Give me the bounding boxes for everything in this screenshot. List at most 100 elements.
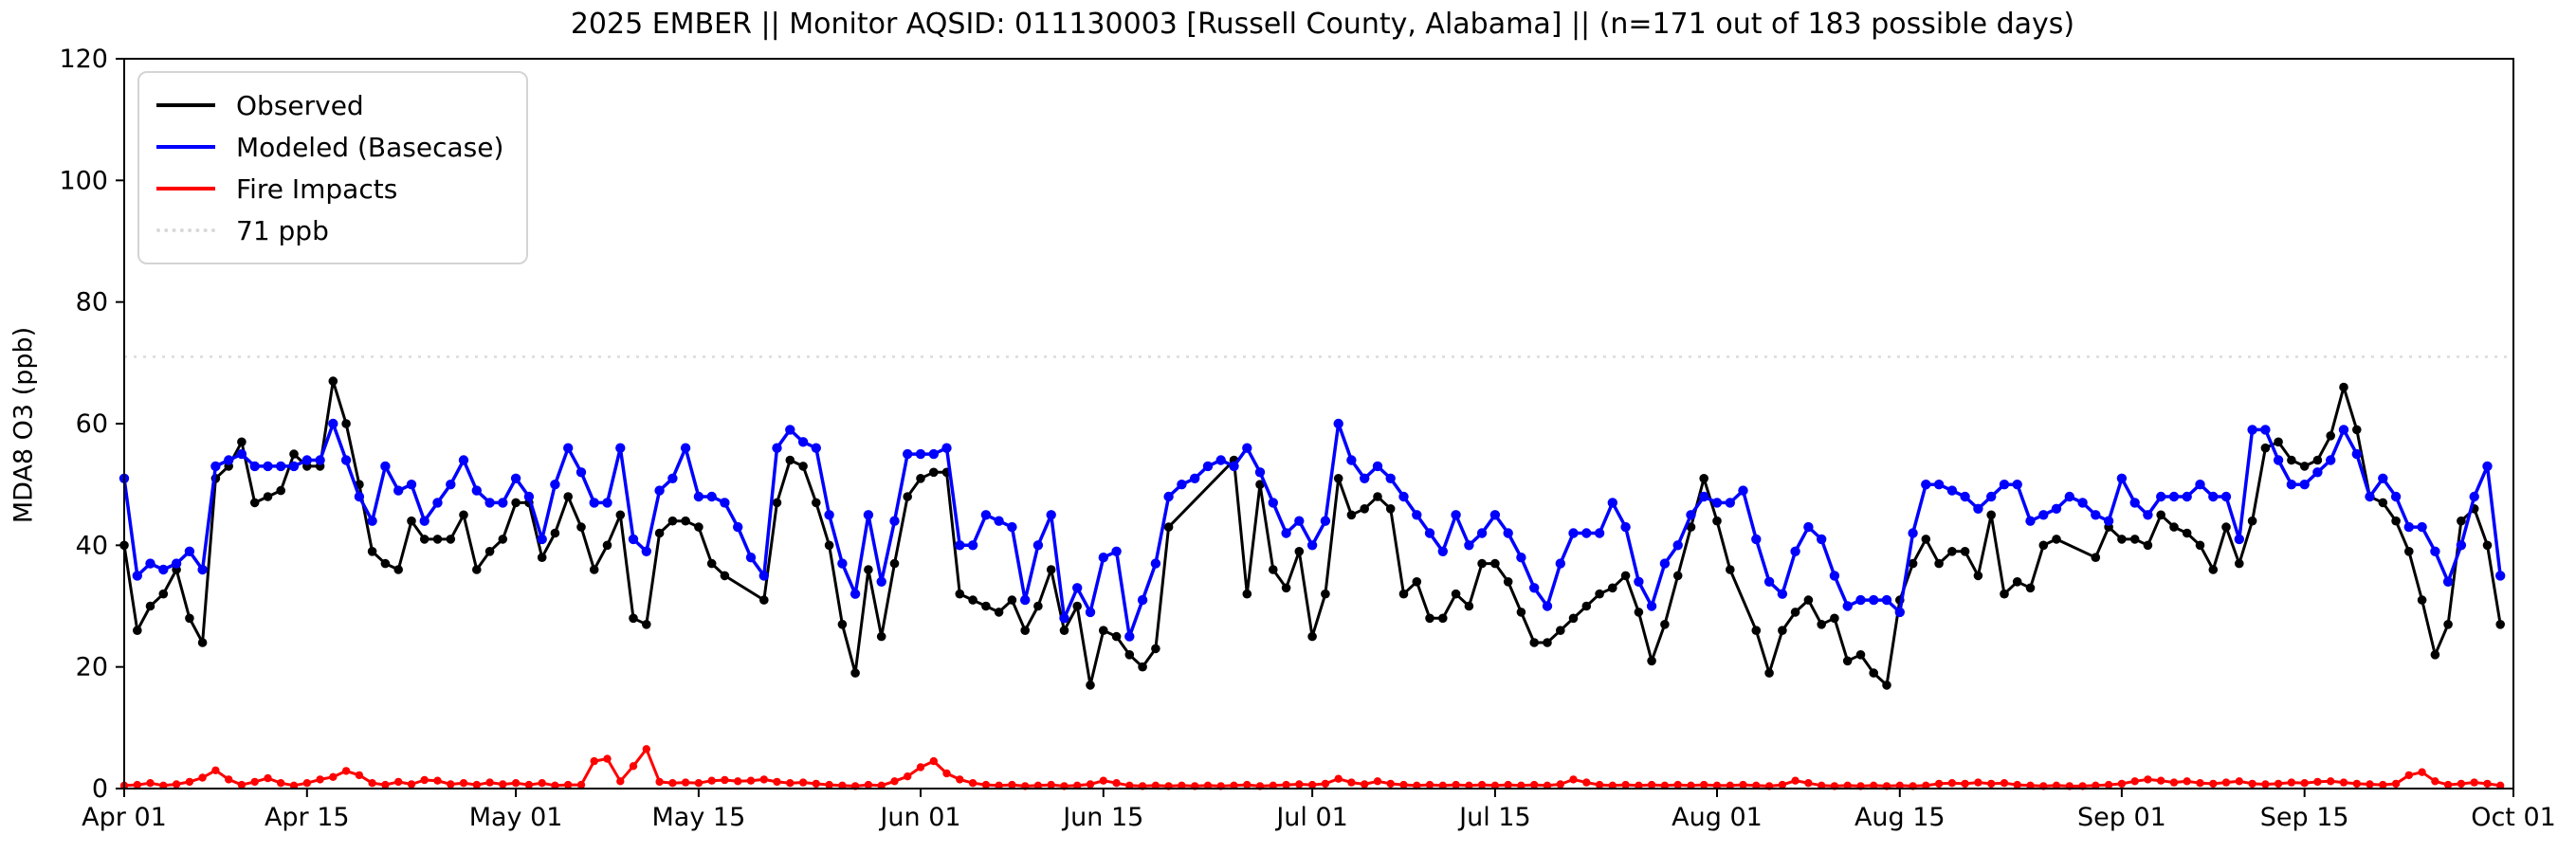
modeled-basecase-marker <box>2312 467 2323 478</box>
x-tick-label: Jul 15 <box>1457 803 1531 832</box>
observed-marker <box>2495 620 2505 629</box>
observed-marker <box>1111 631 1122 642</box>
modeled-basecase-marker <box>1803 521 1814 533</box>
observed-marker <box>2025 583 2036 593</box>
x-tick-label: Sep 15 <box>2260 803 2349 832</box>
modeled-basecase-marker <box>523 491 535 502</box>
modeled-basecase-marker <box>1999 480 2010 490</box>
modeled-basecase-marker <box>2129 498 2140 508</box>
observed-marker <box>537 553 547 562</box>
observed-marker <box>1099 626 1108 635</box>
modeled-basecase-marker <box>680 443 691 453</box>
fire-impacts-marker <box>1399 780 1408 789</box>
observed-marker <box>1385 504 1396 514</box>
fire-impacts-marker <box>1517 781 1526 789</box>
modeled-basecase-marker <box>955 540 965 551</box>
fire-impacts-marker <box>681 778 690 787</box>
modeled-basecase-marker <box>1842 601 1853 611</box>
modeled-basecase-marker <box>2077 498 2088 508</box>
modeled-basecase-marker <box>2220 491 2232 502</box>
fire-impacts-marker <box>2391 779 2401 789</box>
fire-impacts-marker <box>981 780 991 789</box>
modeled-basecase-marker <box>1464 540 1474 551</box>
fire-impacts-marker <box>1726 781 1735 789</box>
observed-marker <box>2129 535 2140 544</box>
observed-marker <box>1346 510 1357 520</box>
modeled-basecase-marker <box>1686 510 1696 520</box>
observed-marker <box>1529 638 1539 647</box>
modeled-basecase-marker <box>1738 485 1748 496</box>
fire-impacts-marker <box>341 767 351 775</box>
modeled-basecase-marker <box>733 521 743 533</box>
observed-marker <box>667 516 678 526</box>
fire-impacts-marker <box>642 745 650 753</box>
modeled-basecase-marker <box>145 558 155 569</box>
observed-marker <box>1294 547 1305 556</box>
observed-marker <box>2091 553 2101 562</box>
fire-impacts-marker <box>2470 778 2478 787</box>
fire-impacts-marker <box>198 773 207 782</box>
modeled-basecase-marker <box>2208 491 2219 502</box>
modeled-basecase-marker <box>328 418 338 429</box>
modeled-basecase-marker <box>758 571 769 581</box>
observed-marker <box>2235 558 2244 569</box>
fire-impacts-marker <box>472 780 481 789</box>
fire-impacts-marker <box>1687 781 1695 789</box>
fire-impacts-marker <box>447 780 455 789</box>
observed-marker <box>1163 522 1174 532</box>
modeled-basecase-marker <box>1555 558 1566 569</box>
x-tick-label: Aug 15 <box>1854 803 1946 832</box>
fire-impacts-marker <box>329 772 338 781</box>
observed-marker <box>1764 668 1774 678</box>
observed-marker <box>2156 510 2165 520</box>
fire-impacts-marker <box>2209 779 2218 789</box>
fire-impacts-marker <box>1008 780 1016 789</box>
x-tick-label: May 01 <box>469 803 563 832</box>
y-tick-label: 20 <box>76 653 108 682</box>
observed-marker <box>759 595 769 605</box>
fire-impacts-marker <box>2443 780 2453 789</box>
observed-marker <box>955 589 965 599</box>
modeled-basecase-marker <box>2442 576 2454 587</box>
fire-impacts-marker <box>511 779 521 788</box>
observed-marker <box>2195 540 2205 551</box>
modeled-basecase-marker <box>354 491 365 502</box>
fire-impacts-marker <box>2352 779 2361 789</box>
modeled-basecase-marker <box>1412 510 1422 520</box>
modeled-basecase-marker <box>2365 491 2375 502</box>
observed-marker <box>1242 589 1252 599</box>
modeled-basecase-marker <box>563 443 574 453</box>
modeled-basecase-marker <box>1594 528 1605 538</box>
y-axis-label: MDA8 O3 (ppb) <box>9 326 39 524</box>
observed-marker <box>1307 631 1317 642</box>
modeled-basecase-marker <box>1398 491 1409 502</box>
observed-marker <box>681 516 690 526</box>
observed-marker <box>1581 601 1592 611</box>
observed-marker <box>2417 595 2427 605</box>
observed-marker <box>1595 589 1604 599</box>
modeled-basecase-marker <box>1163 491 1174 502</box>
fire-impacts-marker <box>1282 780 1290 789</box>
fire-impacts-marker <box>707 776 716 785</box>
fire-impacts-marker <box>2496 781 2505 789</box>
modeled-basecase-marker <box>1921 480 1931 490</box>
fire-impacts-marker <box>1413 781 1421 789</box>
observed-marker <box>602 540 612 551</box>
observed-marker <box>576 522 586 532</box>
modeled-basecase-marker <box>1646 601 1657 611</box>
legend-line-sample <box>156 187 215 191</box>
modeled-basecase-marker <box>2064 491 2074 502</box>
modeled-basecase-marker <box>1020 594 1031 606</box>
observed-marker <box>1516 608 1526 617</box>
observed-marker <box>1059 626 1069 635</box>
fire-impacts-marker <box>2274 779 2283 789</box>
fire-impacts-marker <box>1595 780 1604 789</box>
modeled-basecase-marker <box>1790 546 1800 556</box>
observed-marker <box>1803 595 1814 605</box>
fire-impacts-marker <box>250 777 259 787</box>
observed-marker <box>1908 558 1918 569</box>
fire-impacts-marker <box>1112 779 1121 788</box>
fire-impacts-marker <box>2313 777 2322 787</box>
fire-impacts-marker <box>237 780 247 789</box>
